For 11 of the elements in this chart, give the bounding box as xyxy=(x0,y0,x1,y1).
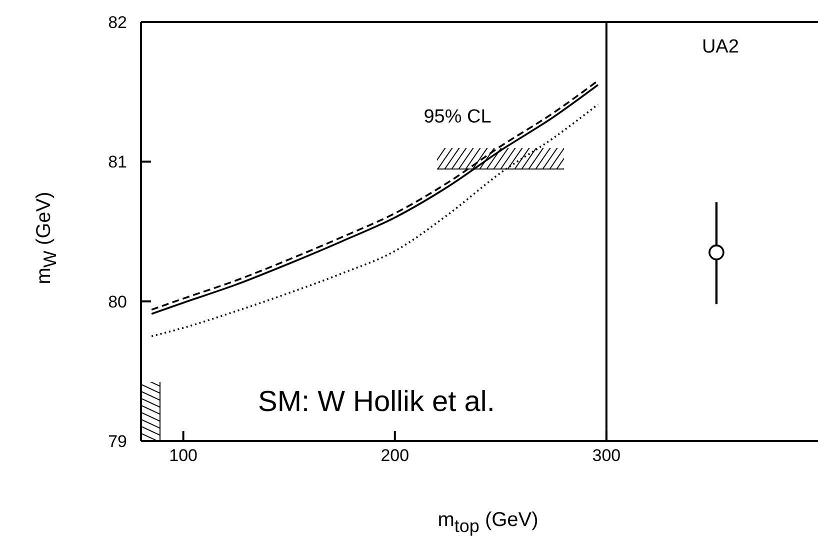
y-tick-label: 80 xyxy=(108,292,127,312)
y-tick-label: 81 xyxy=(108,152,127,172)
x-tick-label: 100 xyxy=(169,446,198,466)
text: UA2 xyxy=(702,36,739,58)
x-tick-label: 300 xyxy=(592,446,621,466)
x-tick-label: 200 xyxy=(380,446,410,466)
x-axis-title: m$_{top}$ (GeV) xyxy=(438,509,538,536)
annotation: SM: W Hollik et al. xyxy=(258,386,495,419)
y-tick-label: 79 xyxy=(108,432,127,452)
y-tick-label: 82 xyxy=(108,13,127,32)
annotation: 95% CL xyxy=(424,106,492,128)
